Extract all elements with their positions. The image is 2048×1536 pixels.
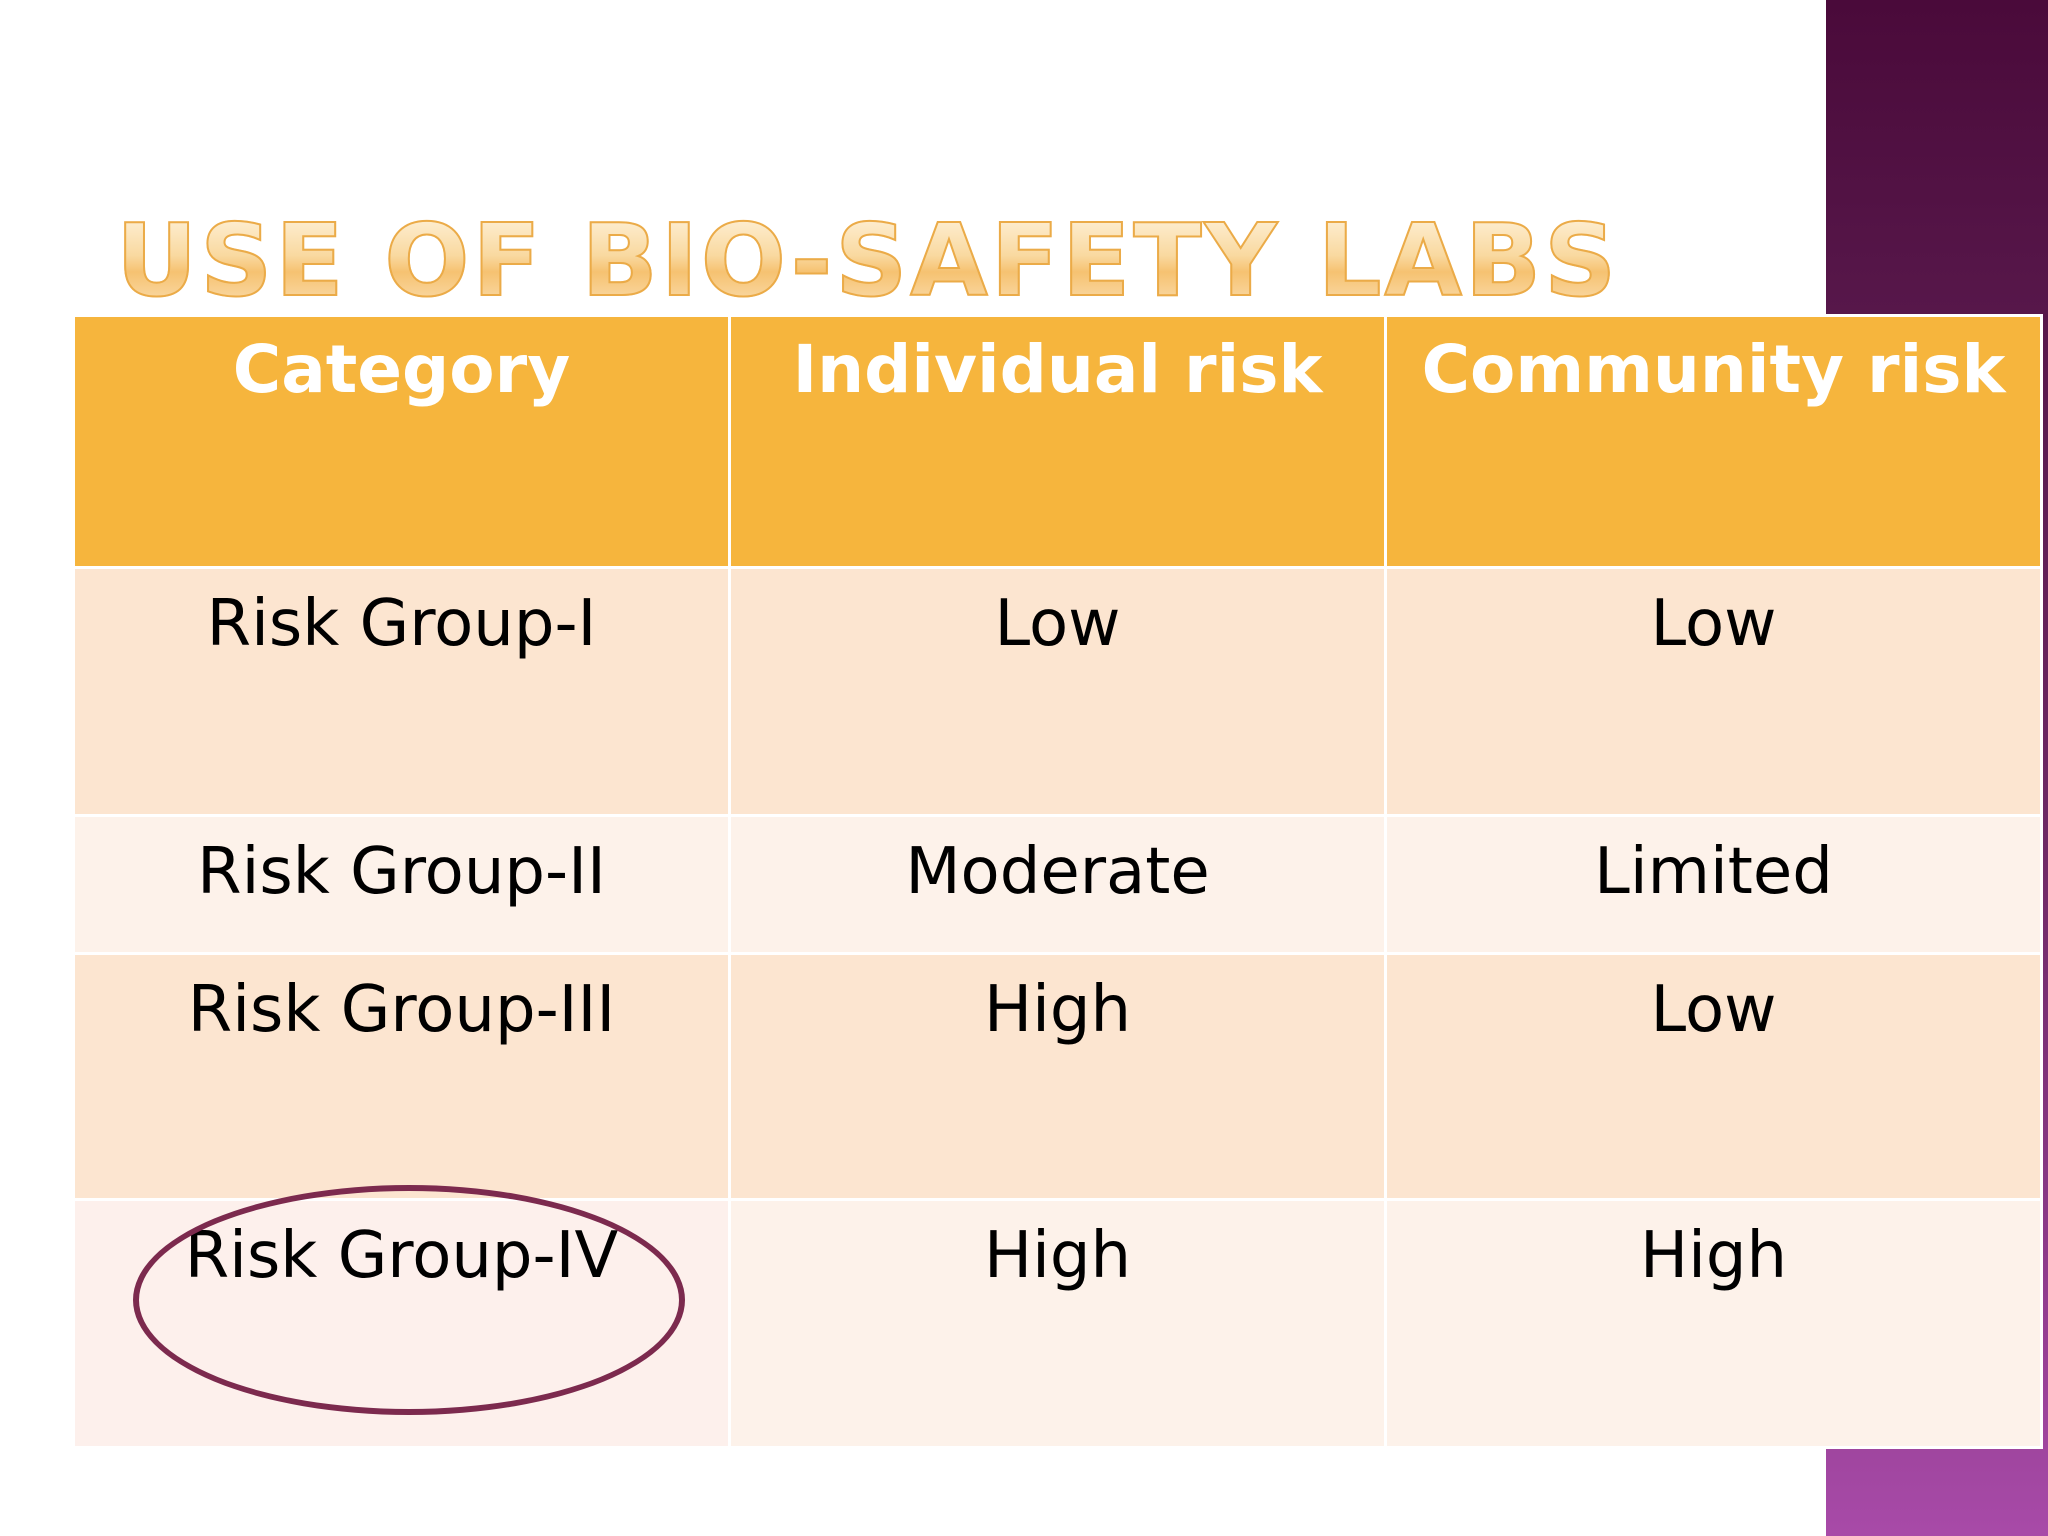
cell-community-risk: High [1384, 1198, 2043, 1449]
header-community-risk: Community risk [1384, 314, 2043, 569]
header-individual-risk: Individual risk [728, 314, 1387, 569]
cell-individual-risk: High [728, 1198, 1387, 1449]
table-row: Risk Group-I Low Low [72, 566, 2043, 817]
cell-individual-risk: High [728, 952, 1387, 1201]
cell-category: Risk Group-III [72, 952, 731, 1201]
cell-individual-risk: Moderate [728, 814, 1387, 955]
header-category: Category [72, 314, 731, 569]
table-row: Risk Group-II Moderate Limited [72, 814, 2043, 955]
cell-community-risk: Low [1384, 566, 2043, 817]
risk-group-table: Category Individual risk Community risk … [72, 314, 2043, 1449]
cell-category: Risk Group-II [72, 814, 731, 955]
cell-category: Risk Group-I [72, 566, 731, 817]
slide-title: USE OF BIO-SAFETY LABS [115, 202, 1620, 319]
cell-community-risk: Limited [1384, 814, 2043, 955]
cell-community-risk: Low [1384, 952, 2043, 1201]
cell-individual-risk: Low [728, 566, 1387, 817]
table-header-row: Category Individual risk Community risk [72, 314, 2043, 569]
highlight-ellipse-annotation [133, 1185, 685, 1415]
table-row: Risk Group-III High Low [72, 952, 2043, 1201]
